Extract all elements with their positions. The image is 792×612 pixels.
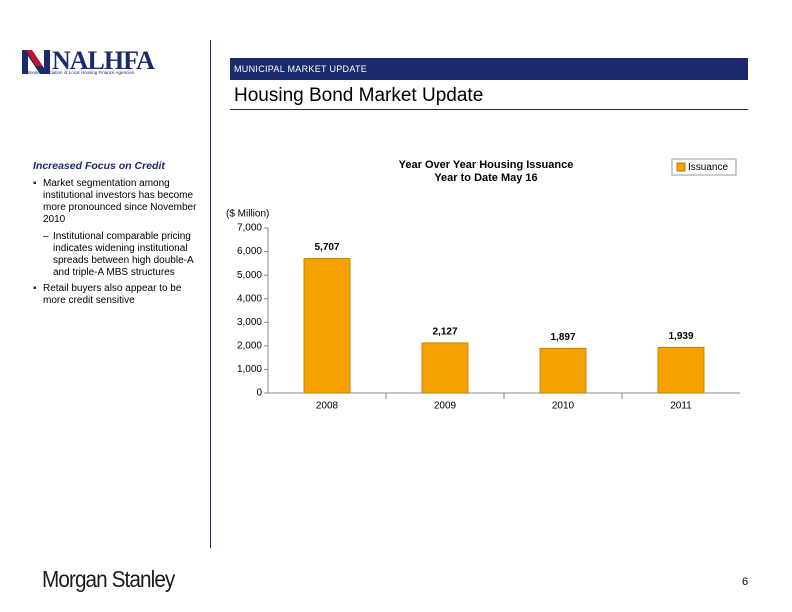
sidebar-heading: Increased Focus on Credit <box>33 160 165 172</box>
legend-swatch <box>676 162 686 172</box>
legend-label: Issuance <box>688 162 728 173</box>
y-tick-label: 5,000 <box>237 270 262 281</box>
logo-name: NALHFA <box>52 46 155 75</box>
y-tick-label: 6,000 <box>237 246 262 257</box>
y-tick-label: 1,000 <box>237 364 262 375</box>
sidebar: Increased Focus on Credit Market segment… <box>33 160 201 312</box>
chart-subtitle: Year to Date May 16 <box>434 172 537 184</box>
title-rule <box>230 109 748 110</box>
y-tick-label: 3,000 <box>237 317 262 328</box>
chart-title: Year Over Year Housing Issuance <box>399 159 574 171</box>
header-bar <box>230 58 748 80</box>
y-tick-label: 2,000 <box>237 340 262 351</box>
sub-bullet: Institutional comparable pricing indicat… <box>33 231 201 279</box>
x-tick-label: 2010 <box>552 401 575 412</box>
y-tick-label: 0 <box>256 388 262 399</box>
x-tick-label: 2008 <box>316 401 339 412</box>
bullet: Market segmentation among institutional … <box>33 178 201 226</box>
y-tick-label: 7,000 <box>237 223 262 234</box>
footer-brand: Morgan Stanley <box>42 566 175 592</box>
logo-mark <box>22 50 50 74</box>
x-tick-label: 2011 <box>670 401 692 412</box>
legend-box <box>671 158 737 176</box>
section-label: MUNICIPAL MARKET UPDATE <box>234 64 368 74</box>
y-axis-label: ($ Million) <box>226 209 269 220</box>
bar <box>303 258 351 394</box>
value-label: 1,897 <box>550 332 575 343</box>
x-tick-label: 2009 <box>434 401 457 412</box>
divider <box>210 40 211 548</box>
y-tick-label: 4,000 <box>237 293 262 304</box>
page-title: Housing Bond Market Update <box>234 85 484 106</box>
logo-subtitle: National Association of Local Housing Fi… <box>22 70 135 75</box>
page-number: 6 <box>742 576 749 588</box>
bar <box>421 342 469 394</box>
value-label: 5,707 <box>314 242 339 253</box>
value-label: 1,939 <box>668 331 693 342</box>
bullet: Retail buyers also appear to be more cre… <box>33 283 201 307</box>
value-label: 2,127 <box>432 327 457 338</box>
bar <box>539 347 587 394</box>
bar <box>657 346 705 394</box>
